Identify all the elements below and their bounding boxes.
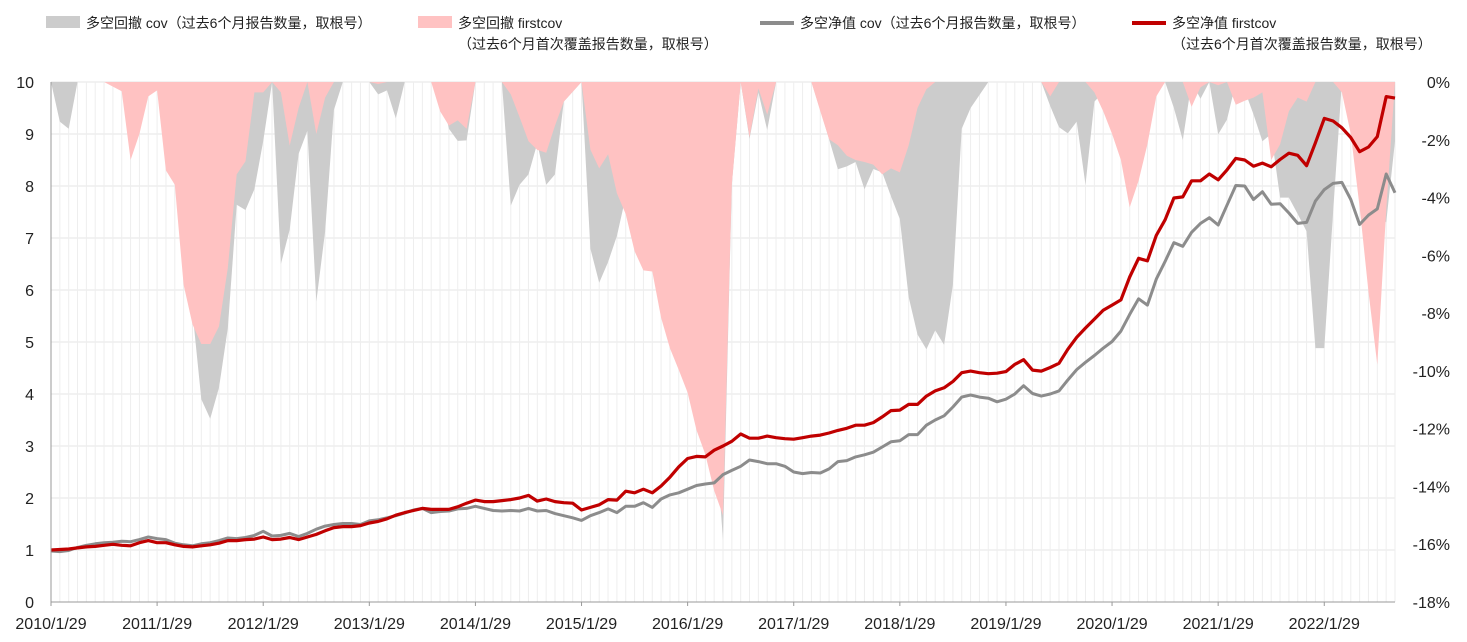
area-dd_firstcov bbox=[51, 82, 1395, 516]
legend-sublabel-nav-firstcov: （过去6个月首次覆盖报告数量，取根号） bbox=[1172, 36, 1432, 52]
drawdown-areas bbox=[51, 82, 1395, 541]
legend-label-dd-firstcov: 多空回撤 firstcov bbox=[458, 15, 563, 31]
y-right-tick-label: -4% bbox=[1422, 191, 1450, 208]
legend-sublabel-dd-firstcov: （过去6个月首次覆盖报告数量，取根号） bbox=[458, 36, 718, 52]
x-tick-label: 2018/1/29 bbox=[864, 616, 935, 633]
y-right-tick-label: -16% bbox=[1413, 537, 1450, 554]
axes: 0 1 2 3 4 5 6 7 8 9 10 0% -2% -4% -6% -8% -10% -12% -14% -1… bbox=[15, 75, 1450, 633]
x-tick-label: 2016/1/29 bbox=[652, 616, 723, 633]
y-left-tick-label: 10 bbox=[16, 75, 34, 92]
x-tick-label: 2022/1/29 bbox=[1289, 616, 1360, 633]
y-right-tick-label: 0% bbox=[1427, 75, 1450, 92]
y-left-tick-label: 0 bbox=[25, 595, 34, 612]
y-right-tick-label: -14% bbox=[1413, 479, 1450, 496]
legend-item-dd-firstcov: 多空回撤 firstcov （过去6个月首次覆盖报告数量，取根号） bbox=[418, 13, 718, 55]
legend-item-nav-cov: 多空净值 cov（过去6个月报告数量，取根号） bbox=[760, 13, 1085, 34]
x-tick-label: 2014/1/29 bbox=[440, 616, 511, 633]
y-left-tick-label: 9 bbox=[25, 127, 34, 144]
legend-item-dd-cov: 多空回撤 cov（过去6个月报告数量，取根号） bbox=[46, 13, 371, 34]
legend-swatch-nav-cov bbox=[760, 21, 794, 25]
x-tick-label: 2010/1/29 bbox=[15, 616, 86, 633]
x-tick-label: 2015/1/29 bbox=[546, 616, 617, 633]
y-left-tick-label: 4 bbox=[25, 387, 34, 404]
legend-label-nav-firstcov: 多空净值 firstcov bbox=[1172, 15, 1277, 31]
legend-item-nav-firstcov: 多空净值 firstcov （过去6个月首次覆盖报告数量，取根号） bbox=[1132, 13, 1432, 55]
line-nav_firstcov bbox=[50, 94, 1396, 552]
x-tick-label: 2011/1/29 bbox=[122, 616, 192, 633]
legend-swatch-dd-cov bbox=[46, 16, 80, 28]
x-tick-label: 2012/1/29 bbox=[228, 616, 299, 633]
y-right-tick-label: -2% bbox=[1422, 133, 1450, 150]
y-right-tick-label: -18% bbox=[1413, 595, 1450, 612]
x-tick-label: 2017/1/29 bbox=[758, 616, 829, 633]
y-left-tick-label: 3 bbox=[25, 439, 34, 456]
y-left-tick-label: 5 bbox=[25, 335, 34, 352]
legend-label-nav-cov: 多空净值 cov（过去6个月报告数量，取根号） bbox=[800, 15, 1086, 31]
x-tick-label: 2013/1/29 bbox=[334, 616, 405, 633]
legend-swatch-nav-firstcov bbox=[1132, 21, 1166, 25]
legend-label-dd-cov: 多空回撤 cov（过去6个月报告数量，取根号） bbox=[86, 15, 372, 31]
y-right-tick-label: -12% bbox=[1413, 422, 1450, 439]
nav-lines bbox=[50, 94, 1397, 554]
y-left-tick-label: 1 bbox=[25, 543, 34, 560]
y-left-tick-label: 6 bbox=[25, 283, 34, 300]
y-left-tick-label: 8 bbox=[25, 179, 34, 196]
x-tick-label: 2021/1/29 bbox=[1183, 616, 1254, 633]
line-nav_cov bbox=[50, 172, 1397, 554]
y-left-tick-label: 7 bbox=[25, 231, 34, 248]
y-right-tick-label: -10% bbox=[1413, 364, 1450, 381]
legend-swatch-dd-firstcov bbox=[418, 16, 452, 28]
grid bbox=[51, 81, 1396, 603]
x-tick-label: 2020/1/29 bbox=[1076, 616, 1147, 633]
y-left-tick-label: 2 bbox=[25, 491, 34, 508]
x-tick-label: 2019/1/29 bbox=[970, 616, 1041, 633]
y-right-tick-label: -6% bbox=[1422, 248, 1450, 265]
y-right-tick-label: -8% bbox=[1422, 306, 1450, 323]
